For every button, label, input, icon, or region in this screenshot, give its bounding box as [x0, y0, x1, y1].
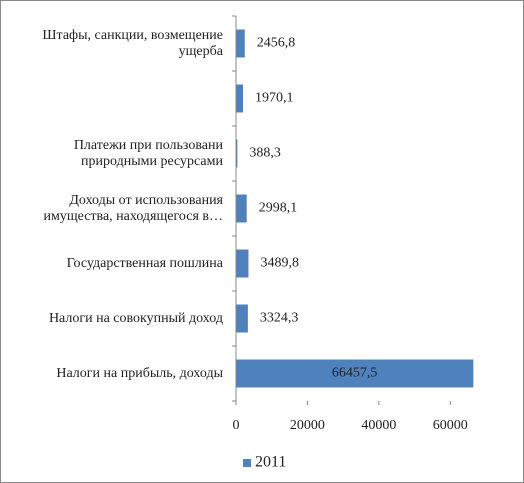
bar	[236, 29, 245, 58]
y-tick-label: Платежи при пользовани природными ресурс…	[73, 137, 223, 169]
x-tick-label: 40000	[361, 418, 396, 433]
x-tick-label: 60000	[433, 418, 468, 433]
y-tick-label: Государственная пошлина	[66, 255, 223, 271]
bar	[236, 194, 247, 223]
value-label: 3324,3	[260, 311, 299, 326]
value-label: 66457,5	[332, 366, 378, 381]
legend-label: 2011	[255, 454, 286, 471]
bar	[236, 84, 244, 113]
bar	[236, 139, 238, 168]
value-label: 2456,8	[257, 36, 296, 51]
x-tick-label: 0	[233, 418, 240, 433]
bar	[236, 359, 474, 388]
y-tick-label: Доходы от использования имущества, наход…	[43, 192, 224, 224]
x-tick-label: 20000	[290, 418, 325, 433]
y-tick-label: Налоги на совокупный доход	[48, 310, 223, 326]
value-label: 388,3	[249, 146, 281, 161]
legend-swatch	[243, 459, 251, 467]
y-tick-label: Штафы, санкции, возмещение ущерба	[42, 27, 223, 59]
bar	[236, 304, 248, 333]
value-label: 1970,1	[255, 91, 294, 106]
value-label: 3489,8	[260, 256, 299, 271]
bar	[236, 249, 249, 278]
value-label: 2998,1	[259, 201, 298, 216]
y-tick-label: Налоги на прибыль, доходы	[56, 365, 223, 381]
